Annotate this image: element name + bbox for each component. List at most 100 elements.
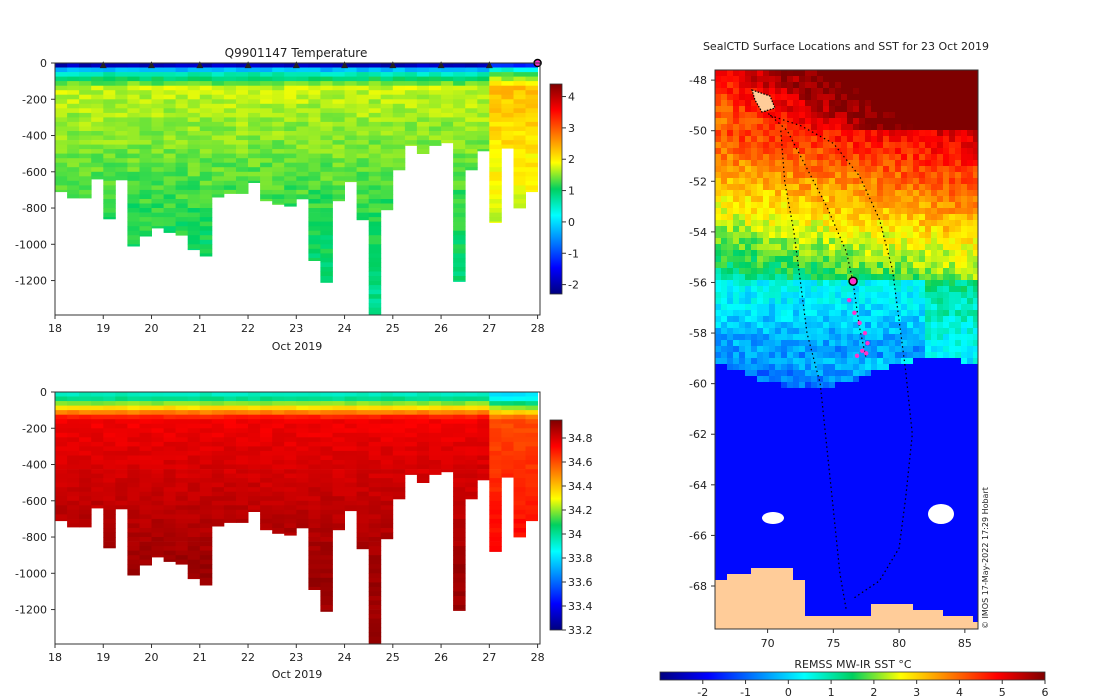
sst-cell bbox=[751, 220, 758, 227]
sst-cell bbox=[751, 208, 758, 215]
profile-cell bbox=[211, 446, 225, 452]
profile-cell bbox=[199, 94, 213, 100]
y-tick-label: -1200 bbox=[15, 604, 47, 617]
profile-cell bbox=[187, 85, 201, 91]
sst-cell bbox=[931, 376, 938, 383]
sst-cell bbox=[841, 196, 848, 203]
sst-cell bbox=[919, 214, 926, 221]
profile-cell bbox=[248, 135, 261, 141]
sst-cell bbox=[913, 328, 920, 335]
profile-cell bbox=[260, 189, 273, 195]
profile-cell bbox=[296, 518, 309, 524]
sst-cell bbox=[871, 130, 878, 137]
sst-cell bbox=[913, 370, 920, 377]
profile-cell bbox=[356, 153, 370, 159]
sst-cell bbox=[775, 226, 782, 233]
profile-cell bbox=[127, 414, 140, 420]
sst-cell bbox=[745, 232, 752, 239]
profile-cell bbox=[151, 140, 164, 145]
sst-cell bbox=[895, 304, 902, 311]
sst-cell bbox=[913, 244, 920, 251]
sst-cell bbox=[847, 256, 854, 263]
profile-cell bbox=[525, 473, 538, 479]
profile-cell bbox=[55, 478, 68, 483]
profile-cell bbox=[103, 72, 116, 77]
profile-cell bbox=[525, 464, 538, 470]
profile-cell bbox=[127, 441, 140, 447]
profile-cell bbox=[489, 550, 502, 552]
sst-cell bbox=[727, 298, 734, 305]
profile-cell bbox=[163, 514, 177, 520]
sst-cell bbox=[931, 250, 938, 257]
sst-cell bbox=[937, 328, 944, 335]
profile-cell bbox=[296, 76, 309, 82]
profile-cell bbox=[79, 158, 92, 164]
profile-cell bbox=[127, 176, 140, 182]
sst-cell bbox=[919, 82, 926, 89]
sst-cell bbox=[973, 142, 979, 149]
sst-cell bbox=[931, 316, 938, 323]
sst-cell bbox=[775, 352, 782, 359]
profile-cell bbox=[465, 94, 478, 100]
profile-cell bbox=[67, 153, 80, 159]
sst-cell bbox=[793, 160, 800, 167]
profile-cell bbox=[368, 505, 382, 511]
profile-cell bbox=[67, 405, 80, 411]
profile-cell bbox=[139, 158, 152, 164]
profile-cell bbox=[368, 140, 382, 145]
profile-cell bbox=[477, 81, 490, 86]
profile-cell bbox=[501, 76, 514, 82]
profile-cell bbox=[127, 505, 140, 511]
profile-cell bbox=[392, 482, 406, 488]
profile-cell bbox=[211, 76, 225, 82]
profile-cell bbox=[320, 514, 333, 520]
sst-cell bbox=[745, 304, 752, 311]
sst-cell bbox=[865, 172, 872, 179]
sst-cell bbox=[727, 148, 734, 155]
profile-cell bbox=[236, 144, 249, 150]
sst-cell bbox=[823, 328, 830, 335]
profile-cell bbox=[453, 262, 466, 268]
sst-cell bbox=[865, 244, 872, 251]
sst-cell bbox=[781, 118, 788, 125]
profile-cell bbox=[79, 509, 92, 515]
sst-cell bbox=[895, 100, 902, 107]
sst-cell bbox=[871, 274, 878, 281]
profile-cell bbox=[284, 108, 297, 114]
profile-cell bbox=[368, 171, 382, 177]
sst-cell bbox=[721, 190, 728, 197]
sst-cell bbox=[925, 214, 932, 221]
sst-cell bbox=[901, 196, 908, 203]
profile-cell bbox=[139, 135, 152, 141]
profile-cell bbox=[392, 140, 406, 145]
sst-cell bbox=[757, 340, 764, 347]
profile-cell bbox=[55, 72, 68, 77]
profile-cell bbox=[380, 428, 394, 434]
profile-cell bbox=[453, 437, 466, 443]
sst-cell bbox=[805, 100, 812, 107]
profile-cell bbox=[187, 537, 201, 542]
profile-cell bbox=[501, 414, 514, 420]
profile-cell bbox=[236, 392, 249, 397]
profile-cell bbox=[453, 185, 466, 191]
x-tick-label: 21 bbox=[193, 322, 207, 335]
profile-cell bbox=[211, 491, 225, 497]
profile-cell bbox=[236, 149, 249, 154]
sst-cell bbox=[949, 76, 956, 83]
sst-cell bbox=[973, 76, 979, 83]
sst-cell bbox=[967, 256, 974, 263]
profile-cell bbox=[332, 103, 345, 109]
sst-cell bbox=[799, 382, 806, 389]
profile-cell bbox=[248, 396, 261, 402]
sst-cell bbox=[943, 214, 950, 221]
profile-cell bbox=[139, 509, 152, 515]
profile-cell bbox=[404, 405, 418, 411]
sst-cell bbox=[733, 238, 740, 245]
profile-cell bbox=[284, 460, 297, 465]
sst-cell bbox=[829, 220, 836, 227]
sst-cell bbox=[811, 268, 818, 275]
profile-cell bbox=[223, 112, 237, 118]
profile-cell bbox=[115, 419, 128, 425]
sst-cell bbox=[769, 358, 776, 365]
profile-cell bbox=[477, 450, 490, 456]
